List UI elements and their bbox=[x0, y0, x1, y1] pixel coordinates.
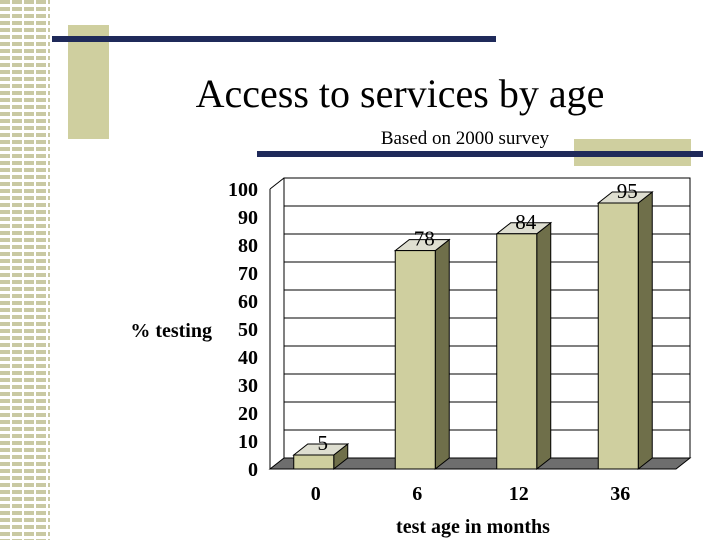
x-tick-label: 0 bbox=[311, 483, 321, 505]
data-label: 84 bbox=[515, 210, 537, 234]
y-tick-label: 10 bbox=[238, 431, 258, 453]
data-label: 95 bbox=[617, 179, 638, 203]
chart-floor bbox=[268, 457, 692, 470]
y-tick-label: 0 bbox=[248, 459, 258, 481]
slide-title: Access to services by age bbox=[195, 71, 605, 116]
chart-wall-edge bbox=[269, 177, 285, 190]
x-tick-label: 36 bbox=[610, 483, 630, 505]
decorative-stripes bbox=[0, 0, 50, 540]
data-label: 78 bbox=[414, 227, 435, 251]
y-tick-label: 30 bbox=[238, 375, 258, 397]
bar bbox=[496, 233, 538, 470]
bar bbox=[293, 454, 335, 470]
y-tick-label: 70 bbox=[238, 263, 258, 285]
x-tick-label: 6 bbox=[412, 483, 422, 505]
bar bbox=[394, 250, 436, 470]
y-tick-label: 90 bbox=[238, 207, 258, 229]
y-tick-label: 60 bbox=[238, 291, 258, 313]
y-tick-label: 40 bbox=[238, 347, 258, 369]
slide-subtitle: Based on 2000 survey bbox=[380, 128, 550, 149]
y-tick-label: 80 bbox=[238, 235, 258, 257]
y-tick-label: 20 bbox=[238, 403, 258, 425]
bar-side bbox=[637, 190, 653, 471]
decorative-block-left bbox=[68, 25, 109, 139]
x-axis-label: test age in months bbox=[396, 516, 550, 538]
y-tick-label: 100 bbox=[228, 179, 258, 201]
data-label: 5 bbox=[318, 431, 329, 455]
bar bbox=[597, 202, 639, 470]
x-tick-label: 12 bbox=[509, 483, 529, 505]
decorative-line-middle bbox=[257, 151, 703, 157]
y-tick-label: 50 bbox=[238, 319, 258, 341]
decorative-line-top bbox=[52, 36, 496, 42]
y-axis-label: % testing bbox=[130, 320, 212, 342]
bar-side bbox=[536, 221, 552, 471]
bar-side bbox=[434, 238, 450, 471]
